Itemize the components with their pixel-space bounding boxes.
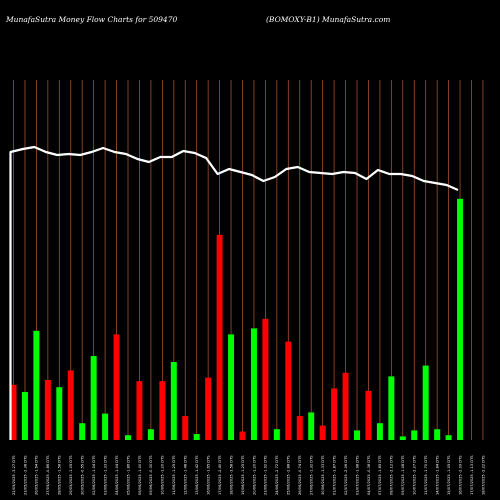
bar <box>319 425 326 440</box>
bar <box>434 429 441 440</box>
x-tick-label: 04/06/2025 -1.04 DTS <box>115 455 119 495</box>
x-tick-label: 06/06/2025 -1.00 DTS <box>138 455 142 495</box>
x-tick-label: 27/06/2025 -1.32 DTS <box>310 455 314 495</box>
x-tick-label: 30/05/2025 -0.55 DTS <box>81 455 85 495</box>
bar <box>273 429 280 440</box>
bar <box>376 423 383 440</box>
x-tick-label: 05/06/2025 -1.86 DTS <box>126 455 130 495</box>
x-tick-label: 04/07/2025 -0.38 DTS <box>367 455 371 495</box>
chart-title-left: MunafaSutra Money Flow Charts for 509470 <box>5 15 177 24</box>
bar <box>354 430 360 440</box>
x-tick-label: 25/06/2025 -2.88 DTS <box>287 455 291 495</box>
bar <box>90 356 97 440</box>
bar <box>113 334 120 440</box>
x-tick-label: 12/06/2025 -1.48 DTS <box>184 455 188 495</box>
x-tick-label: 15/07/2025 -1.05 DTS <box>447 455 451 495</box>
x-tick-label: 16/06/2025 -1.65 DTS <box>206 455 210 495</box>
x-tick-label: 19/06/2025 -1.25 DTS <box>241 455 245 495</box>
bar <box>262 318 269 440</box>
bar <box>21 392 28 440</box>
x-tick-labels: 22/05/2025 -3.27 DTS 23/05/2025 -2.38 DTS… <box>12 455 485 495</box>
chart-title-right: (BOMOXY-B1) MunafaSutra.com <box>266 15 390 24</box>
x-tick-label: 09/07/2025 -1.08 DTS <box>401 455 405 495</box>
bar <box>399 436 406 440</box>
bar <box>422 365 429 440</box>
bar <box>147 429 154 440</box>
bar <box>136 381 143 440</box>
x-tick-label: 11/07/2025 -1.70 DTS <box>424 455 428 495</box>
x-tick-label: 26/06/2025 -0.74 DTS <box>298 455 302 495</box>
bar <box>228 334 235 440</box>
x-tick-label: 13/06/2025 -1.42 DTS <box>195 455 199 495</box>
x-tick-label: 30/06/2025 -1.33 DTS <box>321 455 325 495</box>
x-tick-label: 14/07/2025 -1.84 DTS <box>435 455 439 495</box>
bar <box>67 370 74 440</box>
x-tick-label: 17/07/2025 -1.13 DTS <box>470 455 474 495</box>
bar <box>44 380 51 440</box>
x-tick-label: 03/06/2025 -1.33 DTS <box>103 455 107 495</box>
bar <box>205 377 212 440</box>
x-tick-label: 10/07/2025 -2.27 DTS <box>413 455 417 495</box>
bar <box>296 416 303 440</box>
x-tick-label: 09/06/2025 -0.30 DTS <box>149 455 153 495</box>
x-tick-label: 28/05/2025 -1.58 DTS <box>58 455 62 495</box>
x-tick-label: 18/07/2025 -2.22 DTS <box>481 455 485 495</box>
x-tick-label: 24/06/2025 -2.72 DTS <box>275 455 279 495</box>
x-tick-label: 08/07/2025 -2.12 DTS <box>390 455 394 495</box>
bar <box>56 387 63 440</box>
x-tick-label: 20/06/2025 -1.20 DTS <box>252 455 256 495</box>
money-flow-line <box>9 145 459 440</box>
bar <box>239 431 246 440</box>
x-tick-label: 02/07/2025 -2.06 DTS <box>344 455 348 495</box>
bar <box>342 372 349 440</box>
bar <box>411 430 418 440</box>
bar <box>125 435 131 440</box>
bar <box>159 381 166 440</box>
x-tick-label: 01/07/2025 -1.87 DTS <box>332 455 336 495</box>
x-tick-label: 27/05/2025 -0.86 DTS <box>46 455 50 495</box>
x-tick-label: 22/05/2025 -3.27 DTS <box>12 455 16 495</box>
bar <box>250 328 257 440</box>
x-tick-label: 11/06/2025 -1.25 DTS <box>172 455 176 495</box>
x-tick-label: 03/07/2025 -1.98 DTS <box>355 455 359 495</box>
x-tick-label: 29/05/2025 -1.05 DTS <box>69 455 73 495</box>
bars <box>10 198 464 440</box>
x-tick-label: 23/06/2025 -1.92 DTS <box>264 455 268 495</box>
bar <box>365 390 372 440</box>
x-tick-label: 07/07/2025 -1.85 DTS <box>378 455 382 495</box>
x-tick-label: 26/05/2025 -1.64 DTS <box>35 455 39 495</box>
x-tick-label: 18/06/2025 -3.58 DTS <box>229 455 233 495</box>
x-tick-label: 16/07/2025 -2.09 DTS <box>458 455 462 495</box>
bar <box>182 416 189 440</box>
bar <box>193 434 200 440</box>
bar <box>10 384 17 440</box>
x-tick-label: 10/06/2025 -1.20 DTS <box>161 455 165 495</box>
bar <box>388 376 395 440</box>
bar <box>457 198 464 440</box>
bar <box>445 435 452 440</box>
bar <box>308 412 315 440</box>
bar <box>170 362 177 440</box>
x-tick-label: 02/06/2025 -1.04 DTS <box>92 455 96 495</box>
x-tick-label: 17/06/2025 -2.40 DTS <box>218 455 222 495</box>
bar <box>216 234 223 440</box>
bar <box>102 413 109 440</box>
bar <box>79 423 86 440</box>
bar <box>331 388 338 440</box>
x-tick-label: 23/05/2025 -2.38 DTS <box>23 455 27 495</box>
bar <box>285 341 292 440</box>
bar <box>33 330 40 440</box>
